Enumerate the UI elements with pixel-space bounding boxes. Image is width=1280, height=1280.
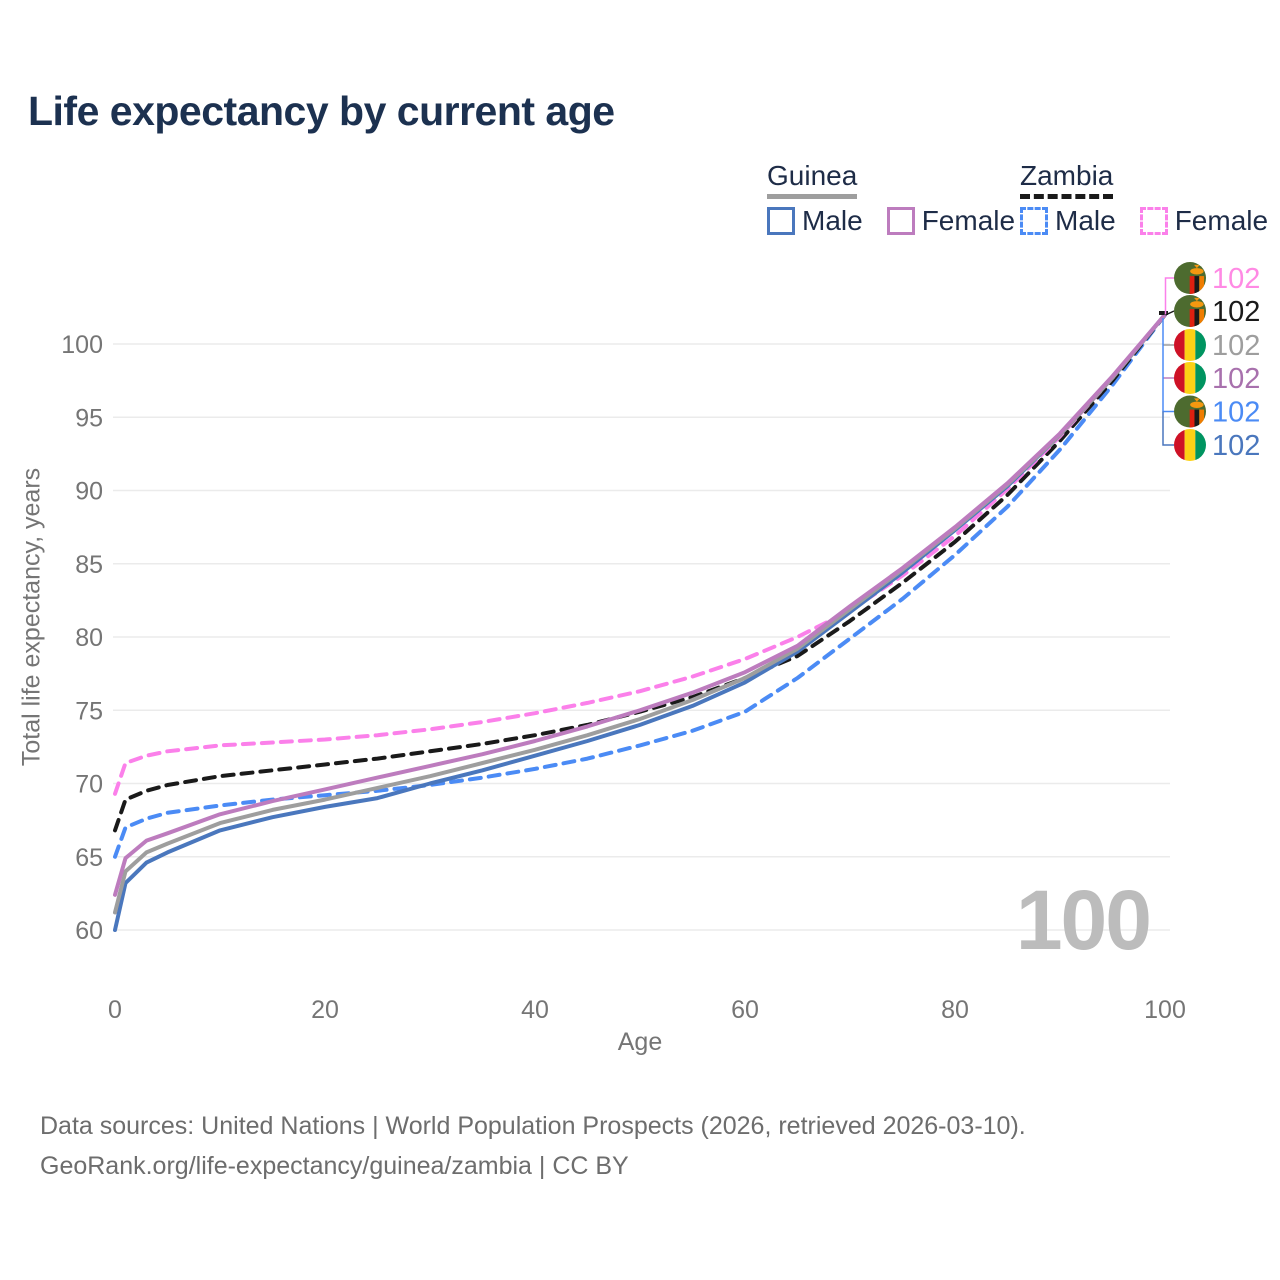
end-label-value: 102 (1212, 397, 1260, 429)
guinea-flag-icon (1174, 429, 1206, 461)
end-label-zambia_all: 102 (1174, 295, 1260, 328)
legend-item-label: Female (921, 205, 1016, 236)
legend-item-zambia-male[interactable]: Male (1020, 205, 1116, 237)
zambia-flag-icon (1174, 295, 1206, 327)
page-title: Life expectancy by current age (28, 88, 615, 134)
legend-items-guinea: Male Female (767, 205, 1039, 237)
guinea-male-swatch-icon (767, 207, 795, 235)
x-tick-label: 80 (941, 996, 969, 1024)
series-line-zambia_all[interactable] (113, 312, 1167, 833)
end-label-value: 102 (1212, 296, 1260, 328)
end-label-guinea_all: 102 (1174, 329, 1260, 362)
y-tick-label: 75 (75, 697, 103, 725)
zambia-male-swatch-icon (1020, 207, 1048, 235)
legend-item-guinea-male[interactable]: Male (767, 205, 863, 237)
end-label-guinea_female: 102 (1174, 362, 1260, 395)
end-label-value: 102 (1212, 263, 1260, 295)
leader-lines (1162, 277, 1175, 446)
legend-group-guinea: Guinea Male Female (767, 160, 1039, 237)
chart-legend: Guinea Male Female Zambia Male (0, 160, 1280, 240)
legend-item-label: Male (802, 205, 863, 236)
legend-group-zambia: Zambia Male Female (1020, 160, 1280, 237)
end-label-value: 102 (1212, 330, 1260, 362)
x-axis-title: Age (617, 1028, 663, 1056)
y-tick-label: 95 (75, 404, 103, 432)
zambia-female-swatch-icon (1139, 207, 1168, 235)
series-line-guinea_male[interactable] (113, 312, 1167, 932)
series-line-guinea_female[interactable] (113, 312, 1167, 897)
leader-line (1162, 318, 1174, 413)
end-label-zambia_female: 102 (1174, 262, 1260, 295)
x-tick-label: 100 (1144, 996, 1186, 1024)
end-label-guinea_male: 102 (1174, 429, 1260, 462)
x-tick-label: 20 (311, 996, 339, 1024)
footer-data-sources: Data sources: United Nations | World Pop… (40, 1112, 1026, 1140)
series-line-guinea_all[interactable] (113, 312, 1167, 915)
zambia-flag-icon (1174, 395, 1206, 428)
y-tick-label: 90 (75, 478, 103, 506)
legend-item-guinea-female[interactable]: Female (886, 205, 1016, 237)
end-label-value: 102 (1212, 363, 1260, 395)
y-tick-label: 80 (75, 624, 103, 652)
y-tick-label: 85 (75, 551, 103, 579)
footer-attribution: GeoRank.org/life-expectancy/guinea/zambi… (40, 1152, 629, 1180)
x-tick-label: 40 (521, 996, 549, 1024)
legend-header-guinea[interactable]: Guinea (767, 160, 858, 199)
y-tick-label: 100 (61, 331, 103, 359)
guinea-flag-icon (1174, 362, 1206, 394)
zambia-flag-icon (1174, 262, 1206, 294)
series-line-zambia_male[interactable] (113, 312, 1167, 859)
endpoint-marker (1159, 311, 1168, 315)
y-tick-label: 70 (75, 771, 103, 799)
legend-header-zambia[interactable]: Zambia (1020, 160, 1114, 199)
x-tick-label: 60 (731, 996, 759, 1024)
end-label-value: 102 (1212, 430, 1260, 462)
guinea-flag-icon (1174, 329, 1206, 361)
guinea-female-swatch-icon (886, 207, 915, 235)
legend-item-label: Male (1055, 205, 1116, 236)
legend-item-zambia-female[interactable]: Female (1139, 205, 1269, 237)
age-watermark: 100 (1015, 873, 1152, 967)
leader-line (1162, 411, 1174, 446)
y-tick-label: 60 (75, 917, 103, 945)
legend-item-label: Female (1174, 205, 1269, 236)
x-tick-label: 0 (108, 996, 122, 1024)
y-tick-label: 65 (75, 844, 103, 872)
legend-items-zambia: Male Female (1020, 205, 1280, 237)
leader-line (1165, 310, 1175, 316)
footer: Data sources: United Nations | World Pop… (40, 1106, 1240, 1186)
leader-line (1164, 277, 1174, 315)
series-line-zambia_female[interactable] (113, 312, 1167, 796)
end-label-zambia_male: 102 (1174, 395, 1260, 429)
